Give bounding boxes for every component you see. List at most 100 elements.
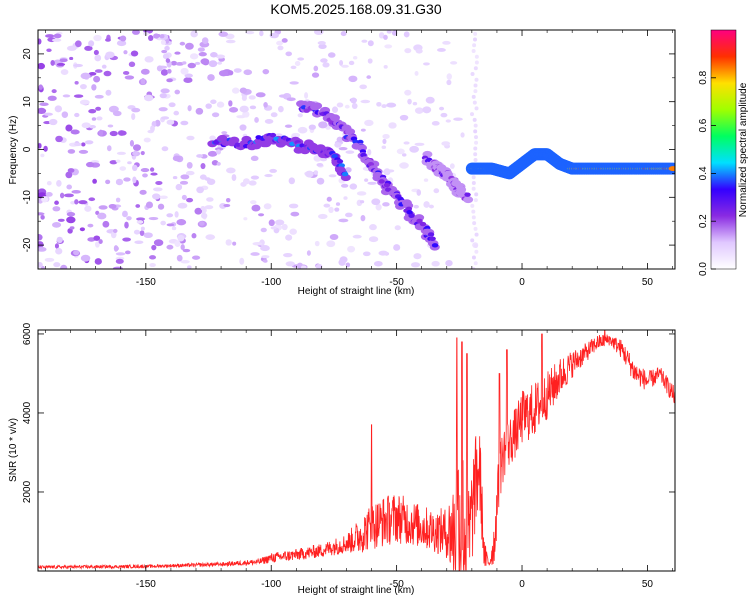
spectrogram-noise-blob	[345, 150, 355, 154]
spectrogram-noise-blob	[92, 178, 97, 184]
spectrogram-noise-blob	[140, 226, 145, 231]
spectrogram-feature-halo	[229, 136, 240, 144]
spectrogram-noise-blob	[245, 30, 255, 35]
spectrogram-noise-blob	[191, 255, 201, 260]
spectrogram-noise-blob	[84, 205, 92, 212]
spectrogram-noise-blob	[208, 60, 218, 68]
spectrogram-noise-blob	[250, 175, 260, 180]
spectrogram-noise-blob	[131, 107, 141, 113]
spectrogram-noise-blob	[215, 54, 226, 59]
spectrogram-noise-blob	[297, 113, 303, 118]
spectrogram-noise-blob	[45, 192, 53, 197]
spectrogram-x-tick-label: -100	[261, 277, 281, 288]
spectrogram-feature-halo	[463, 196, 474, 204]
spectrogram-noise-blob	[74, 142, 82, 147]
spectrogram-y-tick-label: -10	[22, 190, 33, 205]
spectrogram-noise-blob	[116, 151, 126, 155]
spectrogram-noise-blob	[413, 253, 422, 260]
spectrogram-noise-blob	[166, 213, 174, 218]
spectrogram-noise-blob	[123, 50, 128, 55]
spectrogram-noise-blob	[186, 197, 194, 203]
spectrogram-noise-blob	[359, 84, 367, 90]
spectrogram-noise-blob	[290, 65, 297, 70]
spectrogram-noise-blob	[73, 249, 80, 256]
colorbar-tick-label: 0.8	[698, 70, 709, 84]
spectrogram-noise-blob	[140, 78, 146, 85]
spectrogram-streak-blob	[473, 152, 478, 157]
spectrogram-noise-blob	[210, 52, 218, 58]
spectrogram-noise-blob	[47, 95, 57, 101]
spectrogram-noise-blob	[383, 65, 388, 69]
snr-x-tick-label: -50	[389, 579, 404, 590]
spectrogram-noise-blob	[66, 216, 76, 224]
spectrogram-noise-blob	[388, 122, 397, 129]
spectrogram-noise-blob	[143, 232, 153, 239]
spectrogram-noise-blob	[401, 153, 407, 157]
spectrogram-noise-blob	[329, 233, 339, 240]
spectrogram-noise-blob	[384, 44, 393, 49]
spectrogram-noise-blob	[340, 183, 349, 188]
spectrogram-streak-blob	[473, 226, 478, 231]
spectrogram-noise-blob	[360, 214, 366, 222]
spectrogram-noise-blob	[139, 230, 145, 236]
spectrogram-noise-blob	[159, 34, 165, 39]
spectrogram-streak-blob	[474, 77, 479, 82]
spectrogram-noise-blob	[262, 68, 270, 75]
spectrogram-noise-blob	[167, 68, 172, 74]
spectrogram-noise-blob	[180, 259, 190, 264]
spectrogram-noise-blob	[88, 108, 97, 114]
spectrogram-noise-blob	[207, 150, 218, 157]
spectrogram-noise-blob	[339, 59, 344, 66]
spectrogram-noise-blob	[66, 184, 73, 190]
spectrogram-noise-blob	[254, 117, 259, 123]
spectrogram-noise-blob	[239, 105, 249, 113]
spectrogram-noise-blob	[361, 39, 368, 43]
spectrogram-noise-blob	[129, 140, 135, 147]
spectrogram-noise-blob	[376, 101, 382, 107]
spectrogram-noise-blob	[205, 234, 216, 241]
spectrogram-noise-blob	[320, 58, 328, 63]
spectrogram-noise-blob	[177, 202, 188, 209]
spectrogram-noise-blob	[103, 70, 112, 77]
spectrogram-noise-blob	[91, 84, 97, 91]
spectrogram-feature-blob	[212, 140, 220, 145]
spectrogram-noise-blob	[94, 241, 100, 248]
spectrogram-noise-blob	[250, 200, 257, 205]
spectrogram-noise-blob	[161, 146, 169, 152]
spectrogram-noise-blob	[335, 202, 341, 206]
spectrogram-noise-blob	[239, 124, 247, 131]
spectrogram-noise-blob	[215, 149, 222, 155]
spectrogram-noise-blob	[187, 62, 196, 69]
spectrogram-streak-blob	[473, 129, 478, 134]
spectrogram-feature-halo	[310, 103, 321, 111]
spectrogram-noise-blob	[57, 218, 65, 222]
spectrogram-noise-blob	[123, 177, 131, 182]
spectrogram-noise-blob	[263, 203, 272, 210]
spectrogram-noise-blob	[93, 34, 102, 42]
spectrogram-feature-blob	[406, 209, 413, 215]
spectrogram-noise-blob	[110, 231, 117, 239]
spectrogram-noise-blob	[70, 201, 76, 205]
spectrogram-noise-blob	[323, 203, 331, 208]
spectrogram-noise-blob	[259, 30, 264, 37]
spectrogram-streak-blob	[473, 89, 478, 94]
spectrogram-noise-blob	[51, 89, 57, 94]
spectrogram-noise-blob	[93, 235, 101, 241]
spectrogram-noise-blob	[204, 177, 211, 181]
spectrogram-noise-blob	[113, 245, 119, 252]
spectrogram-feature-blob	[336, 159, 344, 164]
spectrogram-noise-blob	[223, 203, 231, 208]
spectrogram-noise-blob	[74, 80, 79, 85]
spectrogram-noise-blob	[124, 221, 129, 229]
spectrogram-noise-blob	[109, 130, 118, 137]
spectrogram-x-label: Height of straight line (km)	[298, 286, 415, 297]
spectrogram-streak-blob	[474, 192, 479, 197]
spectrogram-noise-blob	[105, 51, 115, 59]
spectrogram-x-tick-label: -150	[136, 277, 156, 288]
spectrogram-noise-blob	[243, 217, 248, 221]
spectrogram-noise-blob	[322, 62, 330, 68]
spectrogram-noise-blob	[130, 50, 139, 57]
spectrogram-noise-blob	[445, 119, 451, 123]
spectrogram-noise-blob	[153, 187, 163, 192]
spectrogram-noise-blob	[60, 69, 69, 75]
